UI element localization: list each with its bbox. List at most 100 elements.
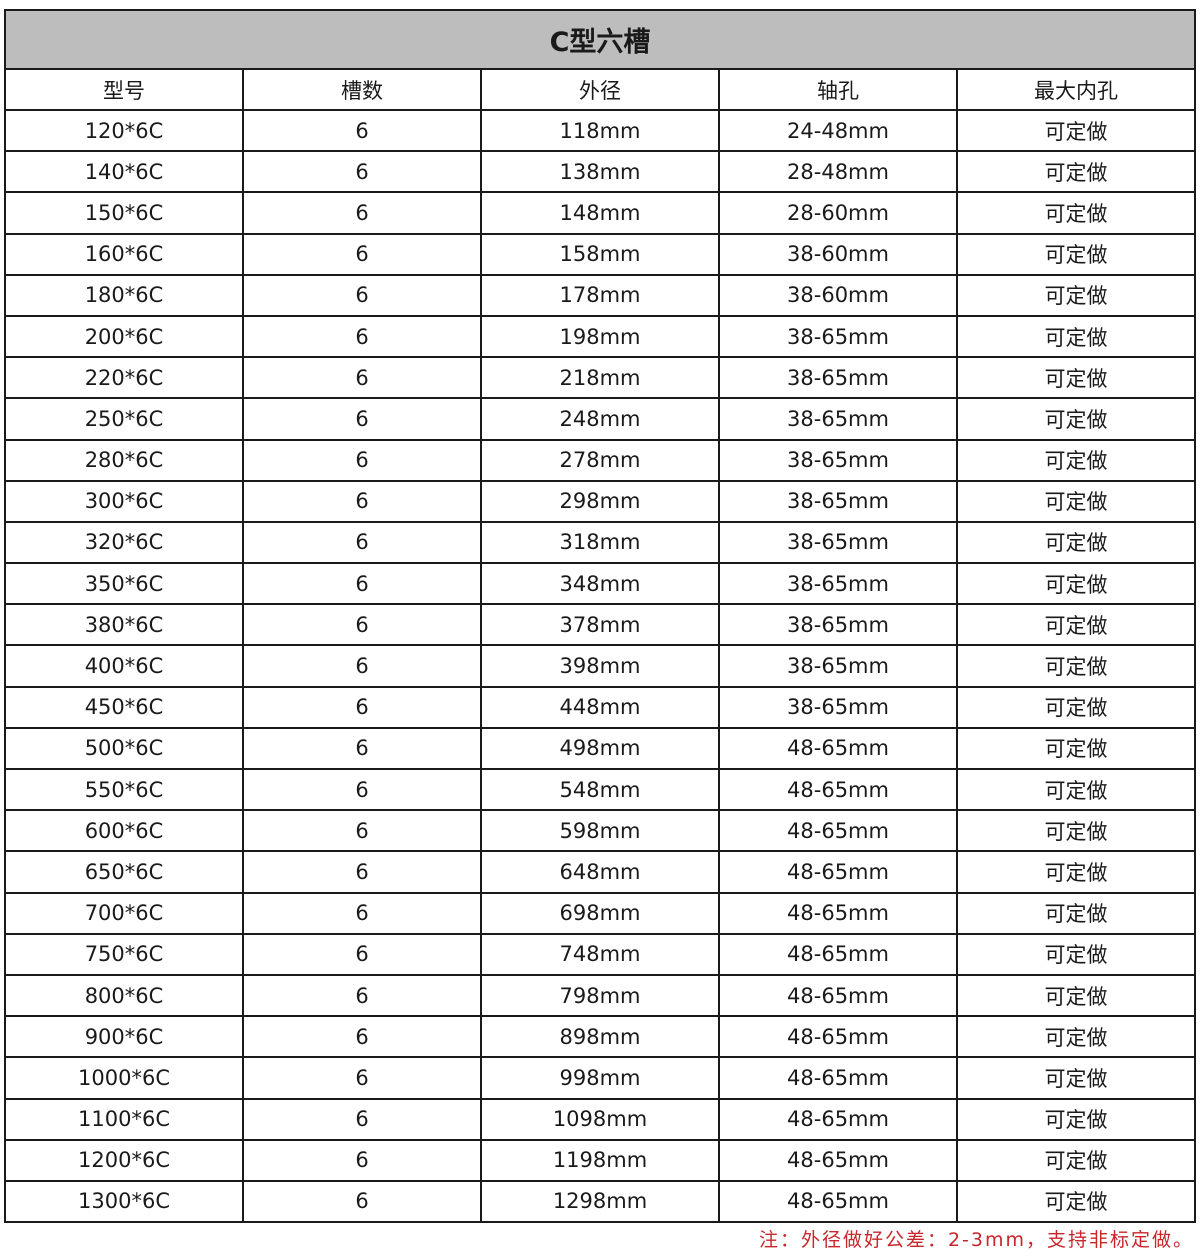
column-header: 轴孔 (718, 68, 958, 111)
outer-diameter-cell: 998mm (480, 1056, 720, 1100)
max-bore-cell: 可定做 (956, 520, 1196, 565)
max-bore-cell: 可定做 (956, 397, 1196, 441)
groove-count-cell: 6 (242, 767, 482, 812)
groove-count-cell: 6 (242, 850, 482, 894)
table-row: 1100*6C 6 1098mm 48-65mm 可定做 (4, 1097, 1196, 1141)
groove-count-cell: 6 (242, 562, 482, 606)
table-title: C型六槽 (4, 9, 1196, 70)
outer-diameter-cell: 748mm (480, 932, 720, 976)
table-row: 160*6C 6 158mm 38-60mm 可定做 (4, 232, 1196, 276)
max-bore-cell: 可定做 (956, 891, 1196, 935)
shaft-hole-cell: 38-65mm (718, 479, 958, 523)
outer-diameter-cell: 698mm (480, 891, 720, 935)
model-cell: 400*6C (4, 644, 244, 688)
model-cell: 1100*6C (4, 1097, 244, 1141)
shaft-hole-cell: 24-48mm (718, 108, 958, 153)
max-bore-cell: 可定做 (956, 1015, 1196, 1059)
model-cell: 1300*6C (4, 1179, 244, 1224)
table-row: 450*6C 6 448mm 38-65mm 可定做 (4, 685, 1196, 729)
model-cell: 350*6C (4, 562, 244, 606)
outer-diameter-cell: 298mm (480, 479, 720, 523)
shaft-hole-cell: 48-65mm (718, 932, 958, 976)
shaft-hole-cell: 38-65mm (718, 603, 958, 647)
table-row: 500*6C 6 498mm 48-65mm 可定做 (4, 726, 1196, 771)
max-bore-cell: 可定做 (956, 150, 1196, 194)
shaft-hole-cell: 38-60mm (718, 232, 958, 276)
max-bore-cell: 可定做 (956, 191, 1196, 235)
tolerance-note: 注：外径做好公差：2-3mm，支持非标定做。 (758, 1229, 1194, 1251)
table-row: 140*6C 6 138mm 28-48mm 可定做 (4, 150, 1196, 194)
outer-diameter-cell: 548mm (480, 767, 720, 812)
table-row: 1000*6C 6 998mm 48-65mm 可定做 (4, 1056, 1196, 1100)
outer-diameter-cell: 348mm (480, 562, 720, 606)
shaft-hole-cell: 48-65mm (718, 891, 958, 935)
shaft-hole-cell: 48-65mm (718, 1179, 958, 1224)
groove-count-cell: 6 (242, 108, 482, 153)
model-cell: 450*6C (4, 685, 244, 729)
outer-diameter-cell: 218mm (480, 356, 720, 400)
outer-diameter-cell: 498mm (480, 726, 720, 771)
model-cell: 380*6C (4, 603, 244, 647)
max-bore-cell: 可定做 (956, 1138, 1196, 1182)
groove-count-cell: 6 (242, 438, 482, 482)
model-cell: 150*6C (4, 191, 244, 235)
max-bore-cell: 可定做 (956, 1056, 1196, 1100)
outer-diameter-cell: 598mm (480, 809, 720, 853)
groove-count-cell: 6 (242, 932, 482, 976)
table-row: 900*6C 6 898mm 48-65mm 可定做 (4, 1015, 1196, 1059)
table-row: 120*6C 6 118mm 24-48mm 可定做 (4, 108, 1196, 153)
table-row: 180*6C 6 178mm 38-60mm 可定做 (4, 273, 1196, 317)
model-cell: 900*6C (4, 1015, 244, 1059)
groove-count-cell: 6 (242, 1138, 482, 1182)
outer-diameter-cell: 148mm (480, 191, 720, 235)
model-cell: 320*6C (4, 520, 244, 565)
model-cell: 220*6C (4, 356, 244, 400)
groove-count-cell: 6 (242, 973, 482, 1018)
model-cell: 1200*6C (4, 1138, 244, 1182)
max-bore-cell: 可定做 (956, 108, 1196, 153)
header-row: 型号 槽数 外径 轴孔 最大内孔 (4, 68, 1196, 111)
max-bore-cell: 可定做 (956, 809, 1196, 853)
model-cell: 280*6C (4, 438, 244, 482)
model-cell: 650*6C (4, 850, 244, 894)
model-cell: 140*6C (4, 150, 244, 194)
table-row: 320*6C 6 318mm 38-65mm 可定做 (4, 520, 1196, 565)
groove-count-cell: 6 (242, 603, 482, 647)
shaft-hole-cell: 48-65mm (718, 1056, 958, 1100)
outer-diameter-cell: 448mm (480, 685, 720, 729)
outer-diameter-cell: 158mm (480, 232, 720, 276)
groove-count-cell: 6 (242, 314, 482, 359)
outer-diameter-cell: 1298mm (480, 1179, 720, 1224)
table-row: 1200*6C 6 1198mm 48-65mm 可定做 (4, 1138, 1196, 1182)
table-row: 550*6C 6 548mm 48-65mm 可定做 (4, 767, 1196, 812)
max-bore-cell: 可定做 (956, 479, 1196, 523)
groove-count-cell: 6 (242, 726, 482, 771)
groove-count-cell: 6 (242, 644, 482, 688)
groove-count-cell: 6 (242, 1097, 482, 1141)
model-cell: 160*6C (4, 232, 244, 276)
groove-count-cell: 6 (242, 479, 482, 523)
shaft-hole-cell: 38-65mm (718, 438, 958, 482)
model-cell: 300*6C (4, 479, 244, 523)
shaft-hole-cell: 38-65mm (718, 562, 958, 606)
groove-count-cell: 6 (242, 809, 482, 853)
outer-diameter-cell: 898mm (480, 1015, 720, 1059)
column-header: 型号 (4, 68, 244, 111)
shaft-hole-cell: 28-60mm (718, 191, 958, 235)
shaft-hole-cell: 38-65mm (718, 644, 958, 688)
outer-diameter-cell: 138mm (480, 150, 720, 194)
model-cell: 700*6C (4, 891, 244, 935)
max-bore-cell: 可定做 (956, 932, 1196, 976)
outer-diameter-cell: 398mm (480, 644, 720, 688)
table-row: 350*6C 6 348mm 38-65mm 可定做 (4, 562, 1196, 606)
model-cell: 180*6C (4, 273, 244, 317)
table-row: 280*6C 6 278mm 38-65mm 可定做 (4, 438, 1196, 482)
max-bore-cell: 可定做 (956, 644, 1196, 688)
column-header: 槽数 (242, 68, 482, 111)
column-header: 外径 (480, 68, 720, 111)
table-row: 800*6C 6 798mm 48-65mm 可定做 (4, 973, 1196, 1018)
groove-count-cell: 6 (242, 397, 482, 441)
table-row: 650*6C 6 648mm 48-65mm 可定做 (4, 850, 1196, 894)
shaft-hole-cell: 48-65mm (718, 1015, 958, 1059)
groove-count-cell: 6 (242, 685, 482, 729)
